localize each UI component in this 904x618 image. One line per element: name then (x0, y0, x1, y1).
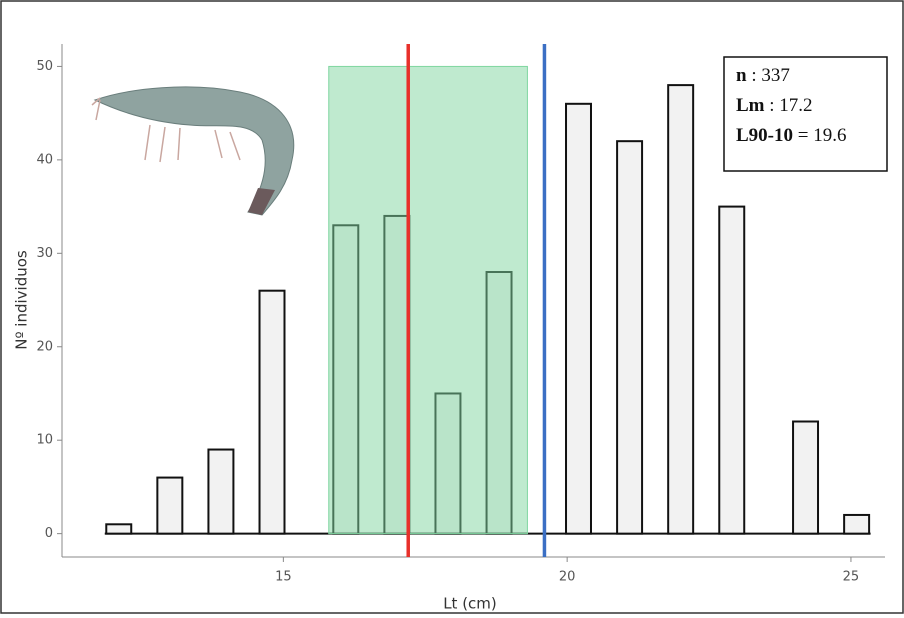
annotation-separator: : (751, 65, 756, 86)
annotation-value: 17.2 (779, 95, 812, 116)
bar (792, 420, 820, 535)
annotation-value: 337 (761, 65, 790, 86)
annotation-label: L90-10 (736, 125, 793, 146)
annotation-box (723, 56, 888, 172)
bar (105, 523, 133, 535)
y-tick-label: 50 (36, 59, 53, 74)
bar (156, 476, 184, 535)
bar (843, 513, 871, 535)
bar (258, 289, 286, 535)
annotations: n : 337 Lm : 17.2 L90-10 = 19.6 (736, 65, 846, 146)
x-tick-label: 25 (843, 570, 860, 585)
annotation: n : 337 (736, 65, 790, 86)
shrimp-image (91, 86, 295, 216)
annotation: Lm : 17.2 (736, 95, 813, 116)
y-tick-label: 20 (36, 339, 53, 354)
bar (718, 205, 746, 535)
annotation: L90-10 = 19.6 (736, 125, 846, 146)
bar (565, 102, 592, 535)
bar (667, 84, 695, 535)
annotation-label: n (736, 65, 747, 86)
annotation-separator: = (798, 125, 809, 146)
y-tick-label: 30 (36, 246, 53, 261)
annotation-value: 19.6 (813, 125, 846, 146)
bar (616, 140, 644, 535)
y-tick-label: 40 (36, 152, 53, 167)
shaded-range (328, 65, 528, 535)
y-tick-label: 0 (45, 526, 53, 541)
x-tick-label: 15 (275, 570, 292, 585)
annotation-label: Lm (736, 95, 765, 116)
annotation-separator: : (769, 95, 774, 116)
bar (207, 448, 235, 535)
y-tick-label: 10 (36, 433, 53, 448)
plot-area: 0 10 20 30 40 50 15 20 25 (36, 44, 885, 585)
x-tick-label: 20 (559, 570, 576, 585)
x-axis-label: Lt (cm) (443, 595, 497, 613)
y-axis-label: Nº individuos (13, 250, 31, 350)
